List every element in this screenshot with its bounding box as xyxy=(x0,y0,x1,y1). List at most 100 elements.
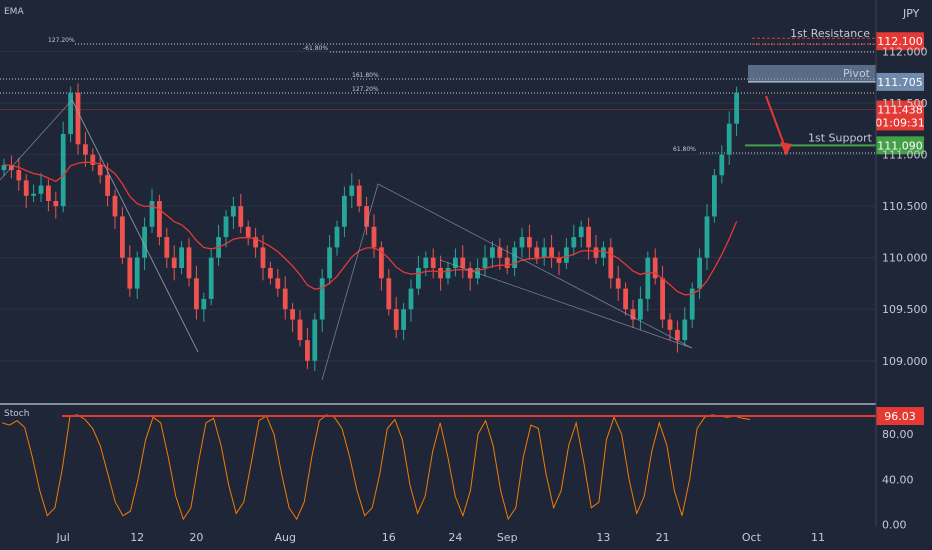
candle-body xyxy=(16,170,22,181)
candle-body xyxy=(726,123,732,155)
candle-body xyxy=(194,278,199,310)
candle-body xyxy=(667,319,673,330)
fib-label: 127.20% xyxy=(48,37,75,44)
candle-body xyxy=(630,309,636,320)
candle-body xyxy=(290,309,295,320)
stoch-label: Stoch xyxy=(4,409,29,419)
support-value: 111.090 xyxy=(877,139,923,152)
candle-body xyxy=(519,237,525,248)
time-tick-label: Aug xyxy=(274,531,295,544)
candle-body xyxy=(142,226,147,258)
candle-body xyxy=(645,257,651,299)
time-tick-label: 21 xyxy=(656,531,670,544)
candle-body xyxy=(1,164,7,171)
candle-body xyxy=(430,257,436,268)
candle-body xyxy=(416,268,421,289)
candle-body xyxy=(379,247,384,279)
candle-body xyxy=(157,201,162,238)
candle-body xyxy=(179,247,184,268)
candle-body xyxy=(453,257,458,268)
candle-body xyxy=(408,288,414,310)
resistance-tag xyxy=(876,32,924,51)
candle-body xyxy=(660,278,665,320)
time-tick-label: 13 xyxy=(596,531,610,544)
candle-body xyxy=(282,288,288,310)
price-tick-label: 109.000 xyxy=(882,355,928,368)
candle-body xyxy=(504,257,510,268)
candle-body xyxy=(601,247,606,258)
stoch-line xyxy=(1,414,751,521)
candle-body xyxy=(53,201,59,207)
candle-body xyxy=(438,268,443,279)
candle-body xyxy=(312,319,318,361)
stochastic-panel: 96.03 xyxy=(1,407,924,521)
fibonacci-lines: 127.20% -61.80% 161.80% 127.20% 61.80% xyxy=(0,37,876,154)
candle-body xyxy=(83,144,88,155)
price-tick-label: 110.000 xyxy=(882,252,928,265)
candle-body xyxy=(231,206,236,217)
annotations xyxy=(0,95,792,381)
candle-body xyxy=(149,201,155,227)
candlesticks xyxy=(1,83,739,372)
candle-body xyxy=(719,154,725,176)
current-price-tag xyxy=(876,100,924,131)
candle-body xyxy=(734,92,739,124)
candle-body xyxy=(75,92,81,145)
candle-body xyxy=(564,247,569,263)
support-tag xyxy=(876,136,924,155)
candle-body xyxy=(578,226,584,238)
pattern-line xyxy=(321,183,693,381)
candle-body xyxy=(349,185,355,196)
pivot-tag xyxy=(876,72,924,91)
candle-body xyxy=(490,247,495,258)
resistance-name: 1st Resistance xyxy=(790,27,870,40)
key-levels: 1st Resistance 112.100 Pivot 111.705 111.438… xyxy=(0,27,925,155)
candle-body xyxy=(371,226,377,248)
resistance-value: 112.100 xyxy=(877,35,923,48)
candle-body xyxy=(586,226,591,248)
price-tick-label: 110.500 xyxy=(882,200,928,213)
candle-body xyxy=(556,257,562,263)
candle-body xyxy=(497,247,503,258)
ema-label: EMA xyxy=(4,7,24,17)
candle-body xyxy=(356,185,362,207)
time-tick-label: Oct xyxy=(742,531,762,544)
price-tick-label: 111.500 xyxy=(882,97,928,110)
fib-label: -61.80% xyxy=(303,45,328,52)
price-tick-label: 112.000 xyxy=(882,46,928,59)
candle-body xyxy=(127,257,133,289)
candle-body xyxy=(393,309,399,330)
candle-body xyxy=(97,164,103,176)
candle-body xyxy=(23,180,29,196)
candle-body xyxy=(571,237,577,248)
candle-body xyxy=(327,247,332,279)
ema-line xyxy=(3,161,738,296)
candle-body xyxy=(342,195,347,227)
candle-body xyxy=(164,237,170,258)
candle-body xyxy=(134,257,140,289)
stoch-tick-label: 80.00 xyxy=(882,428,914,441)
candle-body xyxy=(512,247,517,268)
pattern-line xyxy=(71,99,199,353)
candle-body xyxy=(201,298,207,310)
pivot-name: Pivot xyxy=(843,67,871,80)
candle-body xyxy=(105,175,110,196)
candle-body xyxy=(90,154,96,165)
time-tick-label: Jul xyxy=(56,531,70,544)
candle-body xyxy=(697,257,702,289)
candle-body xyxy=(305,340,310,361)
candle-body xyxy=(208,257,214,299)
candle-body xyxy=(682,319,688,341)
candle-body xyxy=(638,298,643,320)
candle-body xyxy=(334,226,340,248)
forecast-arrow-head xyxy=(780,142,792,156)
candle-body xyxy=(541,247,547,258)
fib-label: 161.80% xyxy=(352,72,379,79)
candle-body xyxy=(712,175,717,217)
forecast-arrow xyxy=(765,95,787,151)
candle-body xyxy=(364,206,369,227)
candle-body xyxy=(704,216,710,258)
